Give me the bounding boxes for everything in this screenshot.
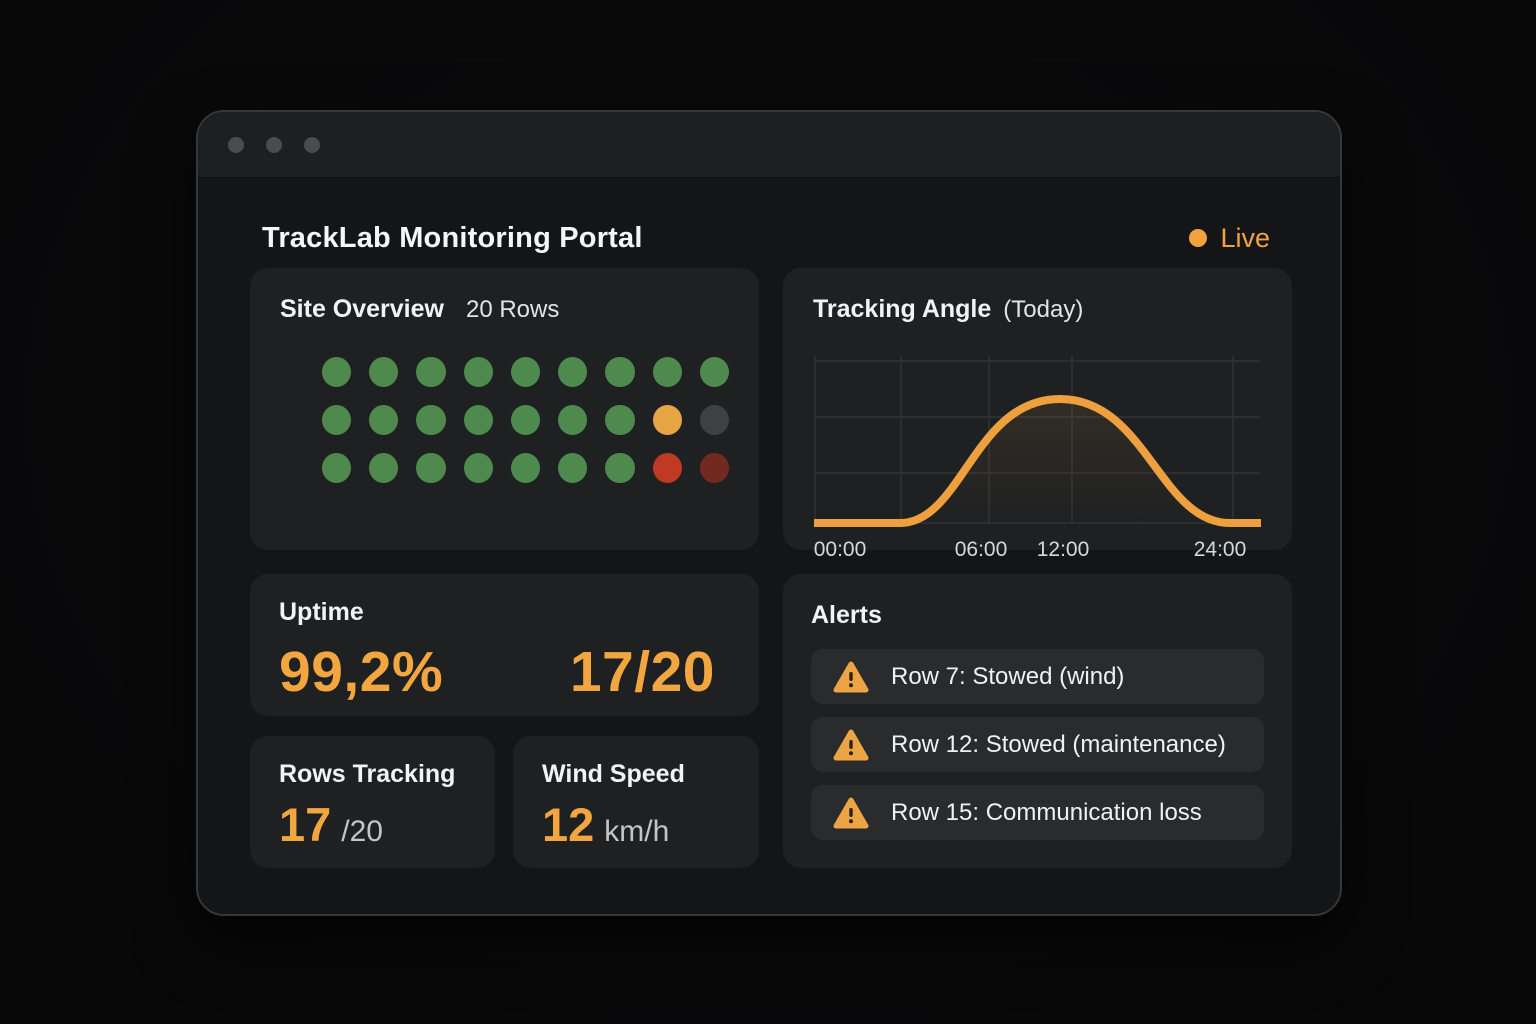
app-header: TrackLab Monitoring Portal Live [198, 178, 1340, 268]
row-status-dot[interactable] [510, 405, 541, 435]
row-status-dot[interactable] [605, 357, 635, 387]
dot-grid-row [322, 453, 729, 483]
chart-x-axis: 00:00 06:00 12:00 24:00 [814, 538, 1261, 564]
tracking-angle-curve-fill [814, 399, 1261, 531]
wind-speed-label: Wind Speed [542, 760, 685, 788]
window-control-dot[interactable] [228, 136, 244, 153]
rows-tracking-label: Rows Tracking [279, 760, 456, 788]
alerts-card: Alerts Row 7: Stowed (wind) Row 12: Stow… [783, 574, 1292, 868]
alert-text: Row 7: Stowed (wind) [891, 662, 1125, 690]
x-tick-1200: 12:00 [1036, 538, 1090, 561]
row-status-dot[interactable] [369, 405, 399, 435]
row-status-dot[interactable] [558, 357, 588, 387]
tracking-angle-subtitle: (Today) [1003, 296, 1084, 323]
uptime-label: Uptime [279, 598, 364, 626]
app-window: TrackLab Monitoring Portal Live Site Ove… [196, 110, 1342, 916]
row-status-dot[interactable] [369, 357, 399, 387]
alert-item[interactable]: Row 15: Communication loss [811, 785, 1264, 840]
row-status-dot[interactable] [322, 453, 352, 483]
x-tick-0600: 06:00 [954, 538, 1008, 561]
window-titlebar [198, 112, 1340, 178]
window-control-dot[interactable] [266, 136, 282, 153]
row-status-dot[interactable] [652, 453, 682, 483]
site-overview-card: Site Overview 20 Rows [250, 268, 759, 550]
alerts-title: Alerts [811, 601, 882, 629]
row-status-dot[interactable] [416, 357, 446, 387]
tracking-angle-plot [814, 356, 1261, 531]
row-status-dot[interactable] [699, 405, 729, 435]
live-status: Live [1189, 223, 1270, 254]
uptime-ratio-value: 17/20 [569, 640, 715, 704]
tracking-angle-title: Tracking Angle [813, 295, 992, 323]
row-status-dot[interactable] [510, 453, 541, 483]
alert-text: Row 15: Communication loss [891, 798, 1202, 826]
site-dot-grid [280, 357, 729, 483]
warning-triangle-icon [833, 729, 869, 760]
dot-grid-row [322, 405, 729, 435]
alert-item[interactable]: Row 12: Stowed (maintenance) [811, 717, 1264, 772]
wind-speed-value: 12 [542, 798, 595, 851]
row-status-dot[interactable] [463, 357, 493, 387]
live-status-label: Live [1220, 222, 1270, 253]
tracking-angle-curve [814, 394, 1261, 527]
row-status-dot[interactable] [699, 357, 729, 387]
rows-tracking-card: Rows Tracking 17 /20 [250, 736, 495, 868]
rows-tracking-total: /20 [341, 815, 383, 848]
uptime-card: Uptime 99,2% 17/20 [250, 574, 759, 716]
site-overview-row-count: 20 Rows [465, 296, 560, 323]
row-status-dot[interactable] [605, 453, 635, 483]
wind-speed-unit: km/h [604, 815, 670, 848]
page-title: TrackLab Monitoring Portal [262, 221, 643, 254]
wind-speed-card: Wind Speed 12 km/h [513, 736, 759, 868]
window-control-dot[interactable] [304, 136, 320, 153]
tracking-angle-card: Tracking Angle (Today) [783, 268, 1292, 561]
alert-item[interactable]: Row 7: Stowed (wind) [811, 649, 1264, 704]
row-status-dot[interactable] [369, 453, 399, 483]
row-status-dot[interactable] [558, 453, 588, 483]
x-tick-2400: 24:00 [1193, 538, 1247, 561]
site-overview-title: Site Overview [280, 295, 444, 323]
row-status-dot[interactable] [510, 357, 541, 387]
row-status-dot[interactable] [652, 405, 682, 435]
warning-triangle-icon [833, 661, 869, 692]
alert-list: Row 7: Stowed (wind) Row 12: Stowed (mai… [811, 649, 1264, 840]
x-tick-0000: 00:00 [813, 538, 867, 561]
row-status-dot[interactable] [605, 405, 635, 435]
row-status-dot[interactable] [652, 357, 682, 387]
row-status-dot[interactable] [558, 405, 588, 435]
dot-grid-row [322, 357, 729, 387]
row-status-dot[interactable] [463, 405, 493, 435]
tracking-angle-chart: 00:00 06:00 12:00 24:00 [814, 351, 1261, 564]
row-status-dot[interactable] [322, 357, 352, 387]
row-status-dot[interactable] [416, 453, 446, 483]
row-status-dot[interactable] [699, 453, 729, 483]
row-status-dot[interactable] [416, 405, 446, 435]
row-status-dot[interactable] [322, 405, 352, 435]
uptime-percent-value: 99,2% [279, 640, 444, 704]
alert-text: Row 12: Stowed (maintenance) [891, 730, 1226, 758]
live-indicator-icon [1189, 229, 1208, 247]
warning-triangle-icon [833, 797, 869, 828]
row-status-dot[interactable] [463, 453, 493, 483]
rows-tracking-value: 17 [279, 798, 332, 851]
